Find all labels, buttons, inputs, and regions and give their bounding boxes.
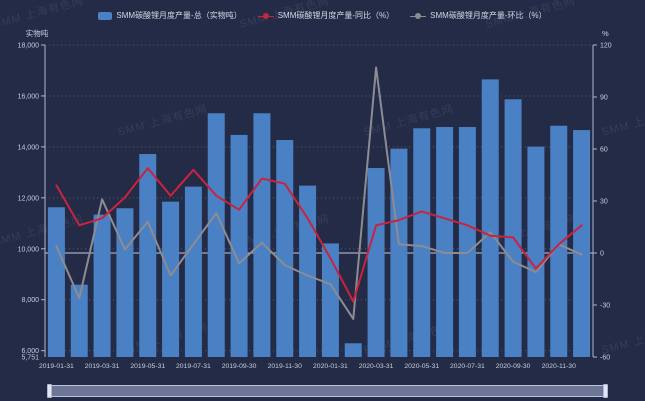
left-axis-label: 18,000 (18, 43, 40, 50)
legend-item-yoy[interactable]: SMM碳酸锂月度产量-同比（%） (257, 11, 395, 21)
left-axis-label: 8,000 (21, 297, 39, 304)
right-axis-label: 90 (600, 95, 608, 102)
right-axis-label: 60 (600, 147, 608, 154)
right-axis-label: 0 (600, 251, 604, 258)
bar-2019-09-30[interactable] (230, 134, 248, 357)
left-axis-label: 10,000 (18, 246, 40, 253)
bar-2019-02-28[interactable] (70, 284, 88, 357)
bar-2019-12-31[interactable] (299, 185, 317, 357)
bar-series-swatch (98, 12, 113, 20)
legend-item-mom[interactable]: SMM碳酸锂月度产量-环比（%） (410, 11, 547, 21)
bar-2019-04-30[interactable] (116, 208, 134, 357)
bar-2020-05-31[interactable] (413, 128, 431, 357)
legend-label-production-total: SMM碳酸锂月度产量-总（实物吨） (116, 11, 242, 20)
bar-2020-10-31[interactable] (527, 146, 545, 357)
bar-2019-05-31[interactable] (139, 154, 157, 357)
right-axis-label: 120 (600, 43, 612, 50)
bar-2019-11-30[interactable] (276, 140, 294, 357)
mom-line (55, 66, 583, 320)
legend-label-yoy: SMM碳酸锂月度产量-同比（%） (277, 11, 395, 20)
x-axis-label: 2019-09-30 (222, 363, 257, 370)
x-axis-label: 2019-11-30 (268, 363, 302, 370)
right-axis-label: -60 (600, 355, 610, 362)
x-axis-label: 2019-03-31 (85, 363, 120, 370)
bar-2020-09-30[interactable] (504, 99, 522, 358)
data-zoom-slider[interactable] (47, 384, 608, 398)
x-axis-label: 2019-01-31 (39, 363, 74, 370)
bar-2019-08-31[interactable] (207, 113, 225, 357)
bar-2020-04-30[interactable] (390, 148, 408, 357)
x-axis-label: 2020-03-31 (359, 363, 394, 370)
bar-2020-11-30[interactable] (550, 125, 568, 357)
bar-2019-10-31[interactable] (253, 113, 271, 357)
bar-2020-12-31[interactable] (573, 130, 591, 357)
bar-2020-02-29[interactable] (344, 343, 362, 357)
x-axis-label: 2019-05-31 (130, 363, 165, 370)
bar-2020-03-31[interactable] (367, 168, 385, 357)
x-axis-label: 2020-11-30 (542, 363, 576, 370)
left-axis-label: 16,000 (18, 93, 40, 100)
left-axis-label: 6,000 (21, 348, 39, 355)
x-axis-label: 2020-07-31 (450, 363, 485, 370)
bar-2020-01-31[interactable] (321, 243, 339, 357)
left-axis-label: 14,000 (18, 144, 40, 151)
bar-2019-07-31[interactable] (184, 186, 202, 357)
left-axis-min-label: 5,751 (21, 355, 39, 362)
x-axis-label: 2020-05-31 (404, 363, 439, 370)
left-axis-name: 实物吨 (26, 28, 49, 38)
mom-line-swatch (410, 12, 427, 20)
bar-2020-06-30[interactable] (436, 127, 454, 357)
data-zoom-left-handle[interactable] (47, 384, 52, 398)
x-axis-label: 2019-07-31 (176, 363, 211, 370)
legend-item-production-total[interactable]: SMM碳酸锂月度产量-总（实物吨） (98, 11, 242, 21)
yoy-line-swatch (257, 12, 274, 20)
right-axis-name: % (602, 29, 609, 38)
bar-2019-01-31[interactable] (47, 207, 65, 357)
bar-2019-03-31[interactable] (93, 214, 111, 357)
right-axis-label: -30 (600, 303, 610, 310)
x-axis-label: 2020-01-31 (313, 363, 348, 370)
bar-2020-07-31[interactable] (458, 127, 476, 357)
bar-2020-08-31[interactable] (481, 79, 499, 358)
data-zoom-right-handle[interactable] (603, 384, 608, 398)
bar-2019-06-30[interactable] (162, 201, 180, 357)
right-axis-label: 30 (600, 199, 608, 206)
yoy-line (55, 167, 583, 303)
left-axis-label: 12,000 (18, 195, 40, 202)
x-axis-label: 2020-09-30 (496, 363, 531, 370)
legend-label-mom: SMM碳酸锂月度产量-环比（%） (430, 11, 547, 20)
legend: SMM碳酸锂月度产量-总（实物吨） SMM碳酸锂月度产量-同比（%） SMM碳酸… (0, 11, 645, 21)
